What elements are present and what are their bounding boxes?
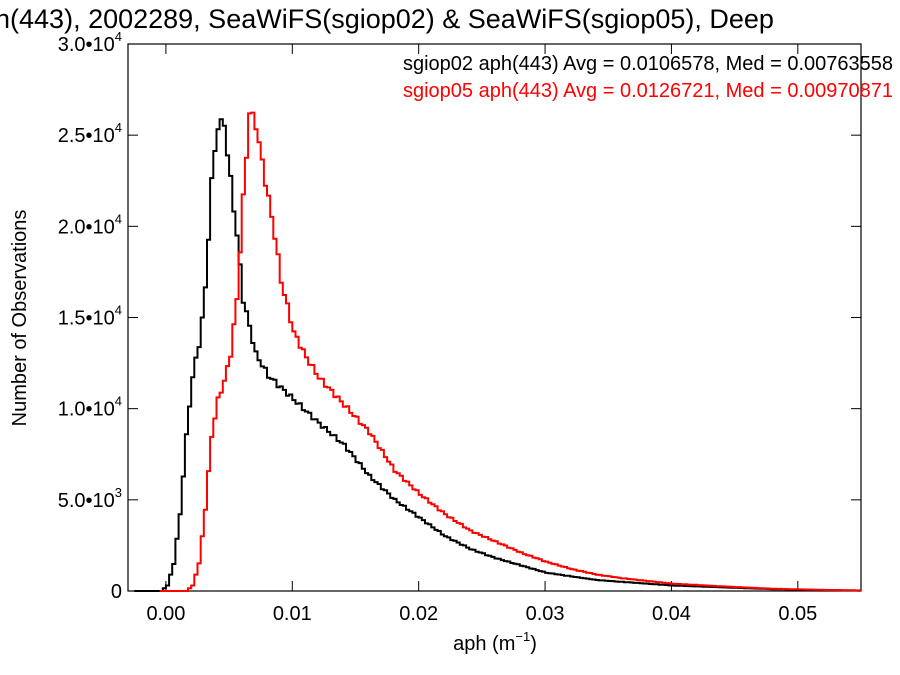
x-tick-label: 0.02 [399,603,438,625]
y-tick-label-base: 2.5•10 [58,125,115,147]
y-tick-label-base: 1.0•10 [58,399,115,421]
y-tick-label-exponent: 4 [115,303,122,318]
x-tick-label: 0.01 [273,603,312,625]
y-tick-label-base: 1.5•10 [58,308,115,330]
x-axis-label-prefix: aph (m [453,633,515,655]
legend: sgiop02 aph(443) Avg = 0.0106578, Med = … [403,53,893,102]
series-layer [134,111,861,592]
y-tick-label-exponent: 4 [115,29,122,44]
x-tick-label: 0.03 [526,603,565,625]
y-tick-label-exponent: 4 [115,394,122,409]
y-tick-label: 2.5•104 [58,120,122,147]
y-tick-label: 0 [111,581,122,603]
y-tick-label-exponent: 3 [115,485,122,500]
x-tick-label: 0.00 [146,603,185,625]
y-tick-label-base: 3.0•10 [58,34,115,56]
y-tick-label-base: 2.0•10 [58,216,115,238]
y-tick-label: 2.0•104 [58,211,122,238]
y-tick-label: 1.0•104 [58,394,122,421]
y-tick-label-exponent: 4 [115,211,122,226]
y-tick-label-base: 0 [111,581,122,603]
legend-entry-1: sgiop02 aph(443) Avg = 0.0106578, Med = … [403,53,893,75]
y-tick-label: 3.0•104 [58,29,122,56]
x-tick-label: 0.04 [652,603,691,625]
x-tick-label: 0.05 [778,603,817,625]
x-axis-label-suffix: ) [530,633,537,655]
x-axis-label-exponent: −1 [515,629,530,644]
x-axis-label: aph (m−1) [453,629,537,655]
y-axis-ticks: 05.0•1031.0•1041.5•1042.0•1042.5•1043.0•… [58,29,861,603]
y-tick-label: 5.0•103 [58,485,122,512]
chart-title: ph(443), 2002289, SeaWiFS(sgiop02) & Sea… [0,4,774,34]
histogram-series-2 [159,111,861,592]
legend-entry-2: sgiop05 aph(443) Avg = 0.0126721, Med = … [403,80,893,102]
y-axis-label: Number of Observations [9,210,31,427]
y-tick-label-base: 5.0•10 [58,490,115,512]
y-tick-label: 1.5•104 [58,303,122,330]
y-tick-label-exponent: 4 [115,120,122,135]
